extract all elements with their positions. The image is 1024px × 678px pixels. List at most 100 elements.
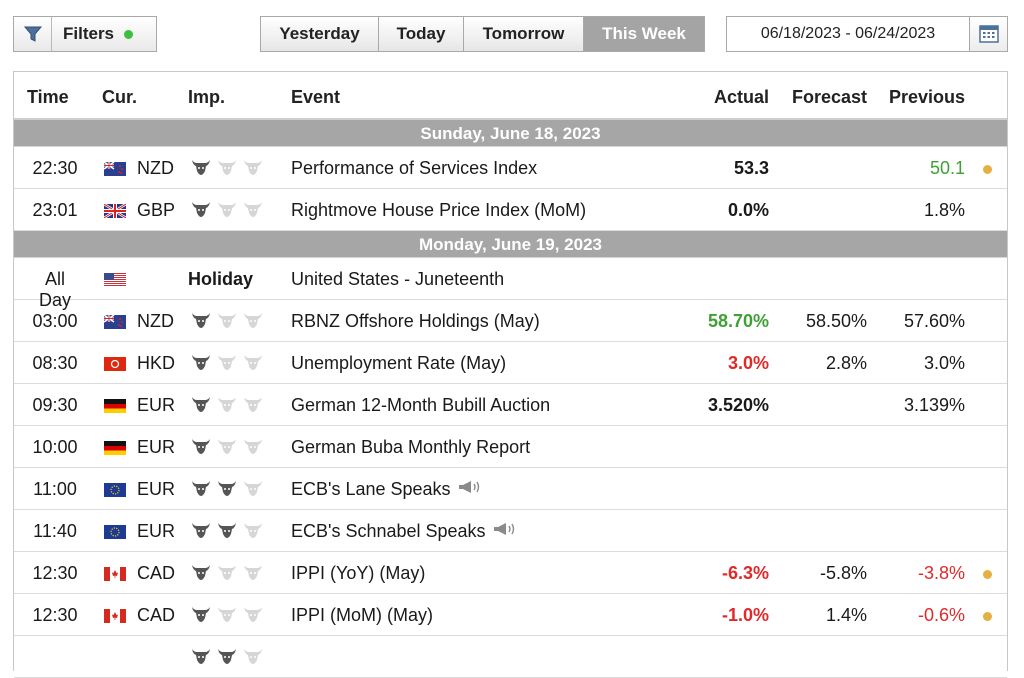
event-name[interactable]: Rightmove House Price Index (MoM) bbox=[291, 200, 586, 221]
event-forecast: -5.8% bbox=[819, 563, 867, 583]
event-name[interactable]: Unemployment Rate (May) bbox=[291, 353, 506, 374]
bull-icon bbox=[242, 157, 264, 177]
event-row[interactable]: 09:30 EUR German 12-Month Bubill Auction 3.… bbox=[14, 384, 1007, 426]
importance-indicator bbox=[190, 157, 264, 177]
bull-icon bbox=[216, 199, 238, 219]
event-name[interactable]: IPPI (MoM) (May) bbox=[291, 605, 433, 626]
holiday-label: Holiday bbox=[188, 269, 254, 289]
header-currency: Cur. bbox=[102, 87, 138, 107]
flag-us-icon bbox=[104, 273, 126, 287]
event-time: 11:00 bbox=[33, 479, 77, 499]
bull-icon bbox=[242, 394, 264, 414]
event-name[interactable]: German 12-Month Bubill Auction bbox=[291, 395, 550, 416]
header-previous: Previous bbox=[888, 87, 965, 107]
flag-ca-icon bbox=[104, 567, 126, 581]
calendar-icon[interactable] bbox=[969, 17, 1007, 51]
event-row[interactable]: 03:00 NZD RBNZ Offshore Holdings (May) 58.7… bbox=[14, 300, 1007, 342]
event-row[interactable]: 12:30 CAD IPPI (YoY) (May) -6.3% -5.8% -3.8% bbox=[14, 552, 1007, 594]
event-name[interactable]: Performance of Services Index bbox=[291, 158, 537, 179]
flag-nz-icon bbox=[104, 162, 126, 176]
event-previous: 50.1 bbox=[929, 158, 965, 178]
bull-icon bbox=[190, 352, 212, 372]
period-tabs: Yesterday Today Tomorrow This Week bbox=[260, 16, 705, 52]
event-name-text: United States - Juneteenth bbox=[291, 269, 505, 289]
flag-eu-icon bbox=[104, 483, 126, 497]
event-previous: 57.60% bbox=[903, 311, 965, 331]
event-name-text: Performance of Services Index bbox=[291, 158, 538, 178]
event-time: 23:01 bbox=[32, 200, 78, 220]
event-time: 12:30 bbox=[32, 605, 78, 625]
event-actual: 53.3 bbox=[733, 158, 769, 178]
bull-icon bbox=[242, 562, 264, 582]
bull-icon bbox=[242, 520, 264, 540]
event-forecast: 1.4% bbox=[825, 605, 867, 625]
flag-de-icon bbox=[104, 399, 126, 413]
event-previous: -3.8% bbox=[917, 563, 965, 583]
event-previous: -0.6% bbox=[917, 605, 965, 625]
event-name[interactable]: IPPI (YoY) (May) bbox=[291, 563, 425, 584]
tab-this-week[interactable]: This Week bbox=[584, 17, 704, 51]
event-name[interactable]: ECB's Lane Speaks bbox=[291, 479, 487, 500]
bull-icon bbox=[242, 436, 264, 456]
flag-eu-icon bbox=[104, 525, 126, 539]
event-row[interactable]: 23:01 GBP Rightmove House Price Index (MoM… bbox=[14, 189, 1007, 231]
event-time: 03:00 bbox=[32, 311, 78, 331]
event-name-text: IPPI (YoY) (May) bbox=[291, 563, 426, 583]
header-importance: Imp. bbox=[188, 87, 226, 107]
bull-icon bbox=[216, 352, 238, 372]
tab-yesterday[interactable]: Yesterday bbox=[261, 17, 379, 51]
day-header: Sunday, June 18, 2023 bbox=[14, 120, 1007, 147]
bull-icon bbox=[216, 520, 238, 540]
filters-button[interactable]: Filters bbox=[13, 16, 157, 52]
event-currency: NZD bbox=[137, 158, 174, 178]
event-previous: 3.0% bbox=[923, 353, 965, 373]
event-name[interactable]: German Buba Monthly Report bbox=[291, 437, 530, 458]
event-actual: 3.0% bbox=[727, 353, 769, 373]
event-currency: EUR bbox=[137, 437, 176, 457]
flag-nz-icon bbox=[104, 315, 126, 329]
bull-icon bbox=[242, 310, 264, 330]
bull-icon bbox=[242, 199, 264, 219]
importance-indicator bbox=[190, 604, 264, 624]
header-actual: Actual bbox=[713, 87, 769, 107]
bull-icon bbox=[190, 310, 212, 330]
table-header: Time Cur. Imp. Event Actual Forecast Pre… bbox=[14, 72, 1007, 120]
event-name-text: ECB's Schnabel Speaks bbox=[291, 521, 486, 541]
bull-icon bbox=[216, 436, 238, 456]
bull-icon bbox=[216, 604, 238, 624]
event-forecast: 2.8% bbox=[825, 353, 867, 373]
speech-icon bbox=[492, 521, 522, 542]
bull-icon bbox=[242, 604, 264, 624]
date-range-picker[interactable]: 06/18/2023 - 06/24/2023 bbox=[726, 16, 1008, 52]
importance-indicator bbox=[190, 436, 264, 456]
event-row[interactable]: 11:00 EUR ECB's Lane Speaks bbox=[14, 468, 1007, 510]
bull-icon bbox=[242, 352, 264, 372]
bull-icon bbox=[216, 394, 238, 414]
event-name-text: German 12-Month Bubill Auction bbox=[291, 395, 551, 415]
event-row[interactable] bbox=[14, 636, 1007, 678]
event-row[interactable]: 11:40 EUR ECB's Schnabel Speaks bbox=[14, 510, 1007, 552]
importance-indicator bbox=[190, 646, 264, 666]
event-actual: 3.520% bbox=[707, 395, 769, 415]
bull-icon bbox=[216, 157, 238, 177]
event-name[interactable]: ECB's Schnabel Speaks bbox=[291, 521, 522, 542]
header-forecast: Forecast bbox=[791, 87, 867, 107]
tab-tomorrow[interactable]: Tomorrow bbox=[464, 17, 584, 51]
importance-indicator bbox=[190, 199, 264, 219]
event-row[interactable]: All Day Holiday United States - Juneteenth bbox=[14, 258, 1007, 310]
event-name[interactable]: RBNZ Offshore Holdings (May) bbox=[291, 311, 540, 332]
event-row[interactable]: 22:30 NZD Performance of Services Index 53.… bbox=[14, 147, 1007, 189]
importance-indicator bbox=[190, 520, 264, 540]
table-body: Sunday, June 18, 2023 22:30 NZD Performance… bbox=[14, 120, 1007, 678]
event-row[interactable]: 12:30 CAD IPPI (MoM) (May) -1.0% 1.4% -0.6% bbox=[14, 594, 1007, 636]
header-event: Event bbox=[291, 87, 341, 107]
event-name[interactable]: United States - Juneteenth bbox=[291, 269, 504, 290]
event-row[interactable]: 08:30 HKD Unemployment Rate (May) 3.0% 2.8% 3… bbox=[14, 342, 1007, 384]
day-header: Monday, June 19, 2023 bbox=[14, 231, 1007, 258]
event-currency: EUR bbox=[137, 395, 176, 415]
event-name-text: Unemployment Rate (May) bbox=[291, 353, 507, 373]
tab-today[interactable]: Today bbox=[379, 17, 464, 51]
importance-indicator bbox=[190, 562, 264, 582]
event-row[interactable]: 10:00 EUR German Buba Monthly Report bbox=[14, 426, 1007, 468]
date-range-text[interactable]: 06/18/2023 - 06/24/2023 bbox=[760, 25, 936, 42]
